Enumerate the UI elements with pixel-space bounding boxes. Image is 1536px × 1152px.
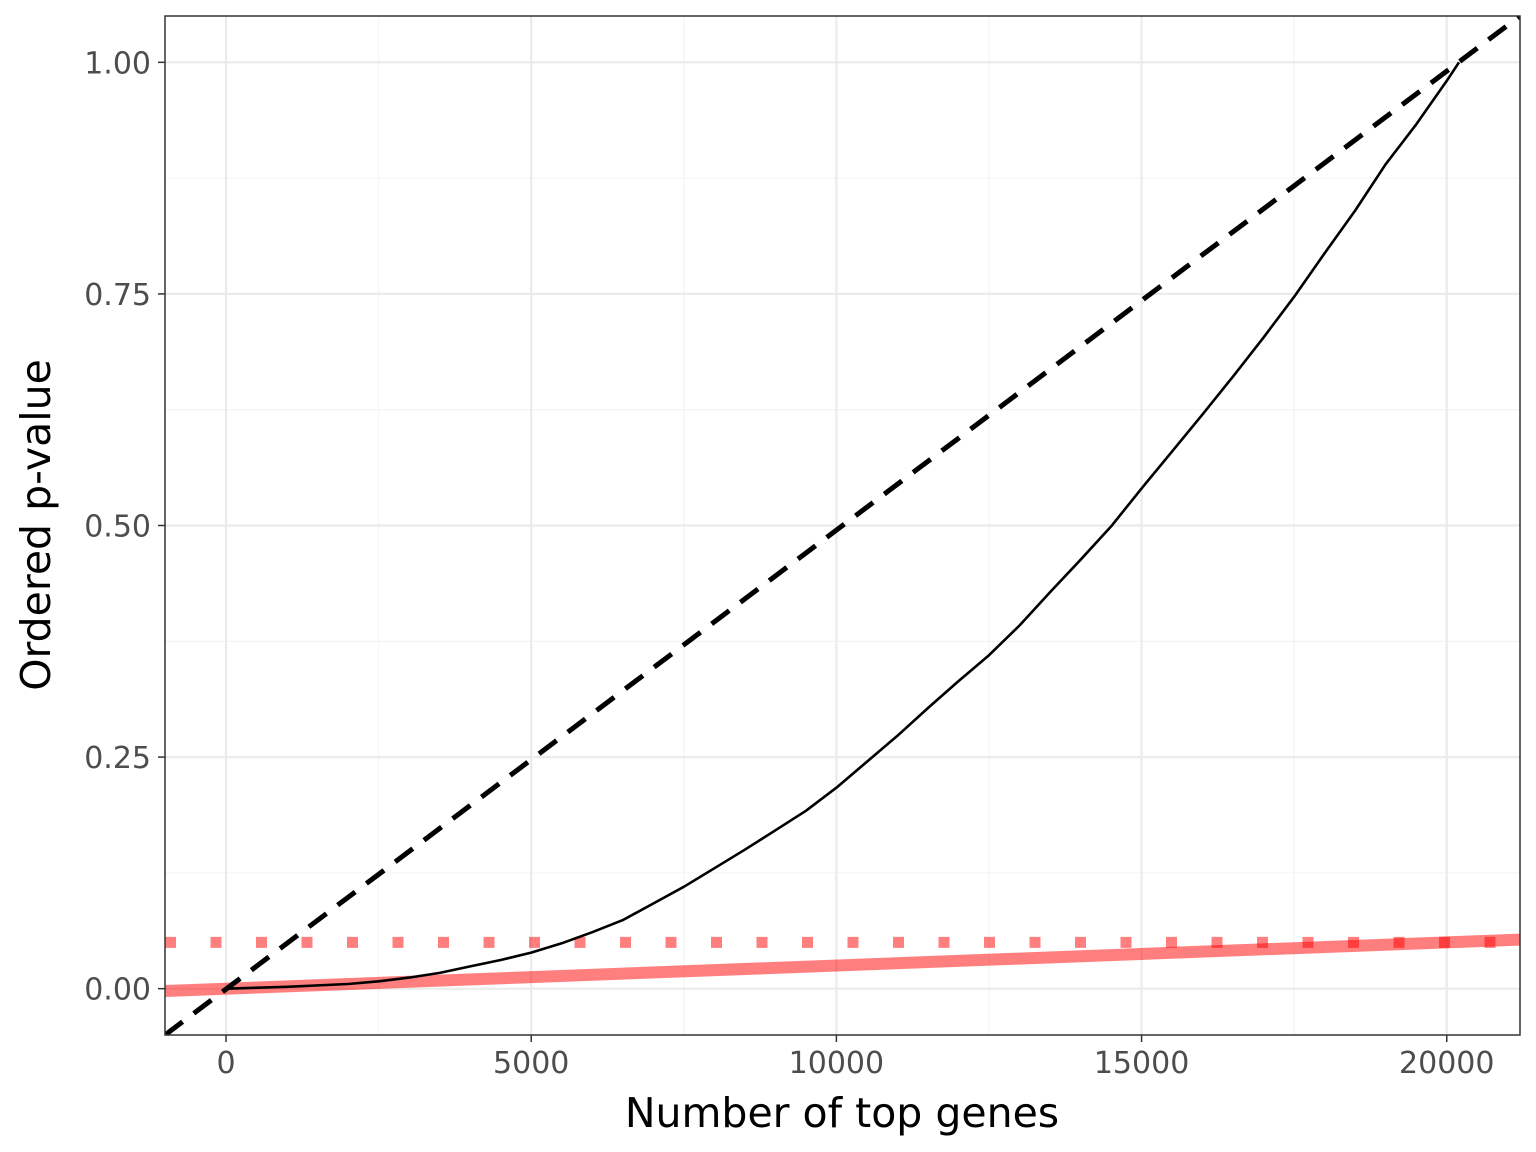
x-tick-label: 20000 <box>1399 1046 1494 1081</box>
x-axis-title: Number of top genes <box>625 1089 1059 1137</box>
y-axis-title: Ordered p-value <box>12 359 60 691</box>
x-tick-label: 0 <box>216 1046 235 1081</box>
series-line-dashed-black <box>165 16 1520 1035</box>
grid <box>165 16 1520 1035</box>
y-tick-label: 0.50 <box>84 510 151 545</box>
x-tick-label: 5000 <box>493 1046 569 1081</box>
y-tick-label: 0.75 <box>84 278 151 313</box>
series-line-thick-solid-red <box>165 933 1520 997</box>
y-tick-label: 0.25 <box>84 741 151 776</box>
x-tick-label: 15000 <box>1094 1046 1189 1081</box>
y-tick-label: 1.00 <box>84 46 151 81</box>
axis-ticks: 0 5000 10000 15000 20000 0.00 0.25 0.50 0.75 1.00 <box>84 46 1494 1081</box>
series-line-solid-black <box>225 61 1461 990</box>
series-layer <box>165 16 1520 1035</box>
y-tick-label: 0.00 <box>84 973 151 1008</box>
x-tick-label: 10000 <box>789 1046 884 1081</box>
